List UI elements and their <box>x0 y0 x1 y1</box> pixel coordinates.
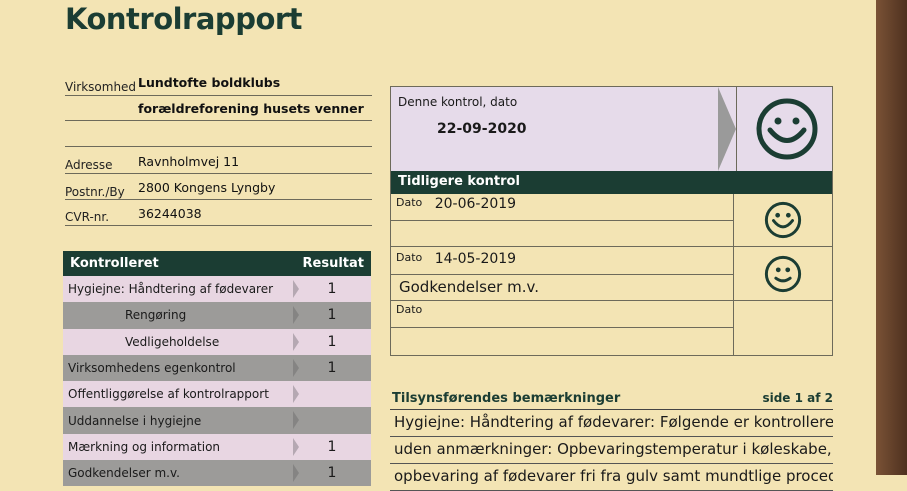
remarks-header: Tilsynsførendes bemærkninger side 1 af 2 <box>390 391 833 410</box>
row-result: 1 <box>293 329 371 355</box>
previous-date: 20-06-2019 <box>434 196 517 212</box>
virksomhed-label: Virksomhed <box>65 80 137 94</box>
control-history-box: Denne kontrol, dato 22-09-2020 Tidligere… <box>390 86 833 356</box>
current-label: Denne kontrol, dato <box>398 95 518 109</box>
happy-smiley-icon <box>764 201 802 239</box>
remark-line: opbevaring af fødevarer fri fra gulv sam… <box>390 464 833 491</box>
table-row: Mærkning og information 1 <box>63 433 371 461</box>
table-row: Godkendelser m.v. 1 <box>63 460 371 487</box>
postnr-value: 2800 Kongens Lyngby <box>138 180 276 195</box>
row-result: 1 <box>293 355 371 381</box>
page-title: Kontrolrapport <box>65 2 303 36</box>
table-header: Kontrolleret Resultat <box>63 251 371 276</box>
previous-row: Dato <box>391 301 733 328</box>
smiley-cell <box>733 194 832 247</box>
previous-note <box>391 221 733 247</box>
previous-header: Tidligere kontrol <box>391 171 832 194</box>
adresse-label: Adresse <box>65 158 113 172</box>
cvr-label: CVR-nr. <box>65 210 110 224</box>
previous-row: Dato 14-05-2019 <box>391 247 733 275</box>
results-table: Kontrolleret Resultat Hygiejne: Håndteri… <box>63 251 371 487</box>
remark-line: Hygiejne: Håndtering af fødevarer: Følge… <box>390 410 833 437</box>
row-result <box>293 381 371 407</box>
row-result: 1 <box>293 434 371 460</box>
smiley-icon <box>764 255 802 292</box>
table-row: Rengøring 1 <box>63 302 371 329</box>
previous-note <box>391 328 733 355</box>
virksomhed-line1: Lundtofte boldklubs <box>138 75 281 90</box>
adresse-value: Ravnholmvej 11 <box>138 154 240 169</box>
divider <box>65 95 372 96</box>
postnr-label: Postnr./By <box>65 185 125 199</box>
table-row: Hygiejne: Håndtering af fødevarer 1 <box>63 276 371 303</box>
dato-label: Dato <box>396 196 423 209</box>
dato-label: Dato <box>396 251 423 264</box>
arrow-icon <box>718 87 736 171</box>
previous-note: Godkendelser m.v. <box>391 275 733 301</box>
row-result: 1 <box>293 302 371 328</box>
row-item: Hygiejne: Håndtering af fødevarer <box>68 282 274 297</box>
previous-row: Dato 20-06-2019 <box>391 194 733 221</box>
row-item: Uddannelse i hygiejne <box>68 413 202 428</box>
row-item: Vedligeholdelse <box>125 334 220 349</box>
row-item: Offentliggørelse af kontrolrapport <box>68 387 269 402</box>
happy-smiley-icon <box>756 98 818 160</box>
divider <box>65 146 372 147</box>
remarks-section: Tilsynsførendes bemærkninger side 1 af 2… <box>390 391 833 491</box>
previous-date: 14-05-2019 <box>434 251 517 267</box>
row-item: Godkendelser m.v. <box>68 466 180 481</box>
table-row: Uddannelse i hygiejne <box>63 407 371 434</box>
current-date: 22-09-2020 <box>437 121 527 137</box>
page-indicator: side 1 af 2 <box>762 391 833 405</box>
row-item: Rengøring <box>125 308 187 323</box>
dato-label: Dato <box>396 303 423 316</box>
current-control: Denne kontrol, dato 22-09-2020 <box>391 87 832 171</box>
remarks-title: Tilsynsførendes bemærkninger <box>392 391 621 406</box>
row-item: Mærkning og information <box>68 439 221 454</box>
header-resultat: Resultat <box>302 256 364 271</box>
background-wood <box>876 0 907 475</box>
table-row: Virksomhedens egenkontrol 1 <box>63 354 371 382</box>
row-result <box>293 407 371 433</box>
row-result: 1 <box>293 460 371 486</box>
divider <box>65 173 372 174</box>
divider <box>65 120 372 121</box>
remark-line: uden anmærkninger: Opbevaringstemperatur… <box>390 437 833 464</box>
table-row: Offentliggørelse af kontrolrapport <box>63 381 371 408</box>
divider <box>65 225 372 226</box>
table-row: Vedligeholdelse 1 <box>63 328 371 355</box>
divider <box>65 199 372 200</box>
virksomhed-line2: forældreforening husets venner <box>138 101 364 116</box>
cvr-value: 36244038 <box>138 206 202 221</box>
header-kontrolleret: Kontrolleret <box>70 256 159 271</box>
smiley-cell <box>733 301 832 355</box>
row-item: Virksomhedens egenkontrol <box>68 361 236 376</box>
divider <box>736 87 737 171</box>
row-result: 1 <box>293 276 371 302</box>
smiley-cell <box>733 247 832 301</box>
